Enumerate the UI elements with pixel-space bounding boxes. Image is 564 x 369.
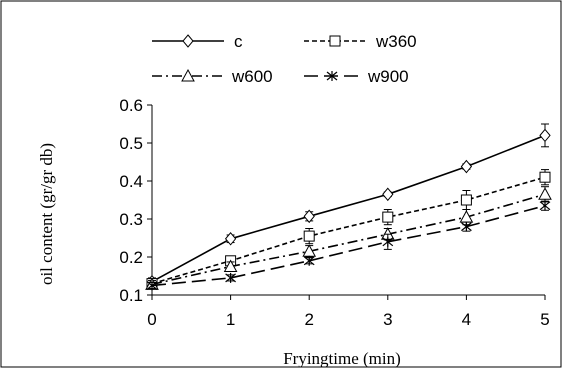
- square-marker: [460, 194, 472, 206]
- square-marker: [303, 230, 315, 242]
- legend-entry-w360: w360: [304, 32, 417, 51]
- legend-label: w900: [367, 67, 409, 86]
- x-tick-label: 1: [226, 310, 235, 329]
- series-layer: [145, 123, 552, 291]
- series-line: [151, 134, 546, 283]
- series-w600: [145, 186, 552, 290]
- x-axis-title: Fryingtime (min): [283, 349, 401, 368]
- x-marker: [539, 200, 551, 211]
- legend: c w360 w600 w900: [152, 32, 417, 86]
- x-tick-label: 4: [462, 310, 471, 329]
- x-marker: [382, 236, 394, 247]
- diamond-marker: [382, 187, 394, 202]
- diamond-marker: [303, 209, 315, 224]
- x-tick-label: 5: [540, 310, 549, 329]
- x-tick-label: 0: [147, 310, 156, 329]
- y-tick-label: 0.2: [119, 248, 143, 267]
- y-tick-label: 0.3: [119, 210, 143, 229]
- legend-entry-c: c: [152, 32, 243, 51]
- square-marker: [382, 211, 394, 223]
- x-marker: [146, 280, 158, 291]
- legend-entry-w900: w900: [304, 67, 409, 86]
- diamond-marker: [224, 231, 237, 246]
- x-marker: [303, 255, 315, 266]
- y-tick-label: 0.4: [119, 172, 143, 191]
- diamond-marker: [460, 159, 473, 174]
- series-line: [151, 176, 546, 285]
- y-axis-title: oil content (gr/gr db): [37, 143, 56, 285]
- x-marker: [326, 71, 338, 81]
- x-tick-label: 2: [304, 310, 313, 329]
- diamond-marker: [539, 128, 551, 143]
- diamond-marker: [182, 34, 194, 48]
- triangle-marker: [181, 68, 195, 82]
- series-line: [151, 193, 546, 286]
- square-marker: [329, 35, 341, 47]
- series-w900: [146, 200, 551, 291]
- legend-label: c: [234, 32, 243, 51]
- legend-label: w360: [375, 32, 417, 51]
- legend-label: w600: [231, 67, 273, 86]
- x-marker: [461, 221, 472, 232]
- axes: 0.1 0.2 0.3 0.4 0.5 0.6 0 1 2 3 4 5: [119, 96, 549, 329]
- x-tick-label: 3: [383, 310, 392, 329]
- y-tick-label: 0.1: [119, 286, 143, 305]
- triangle-marker: [538, 187, 552, 200]
- series-line: [151, 204, 546, 287]
- triangle-marker: [223, 259, 238, 272]
- x-marker: [225, 272, 236, 283]
- y-tick-label: 0.6: [119, 96, 143, 115]
- legend-entry-w600: w600: [152, 67, 273, 86]
- square-marker: [539, 171, 551, 183]
- y-tick-label: 0.5: [119, 134, 143, 153]
